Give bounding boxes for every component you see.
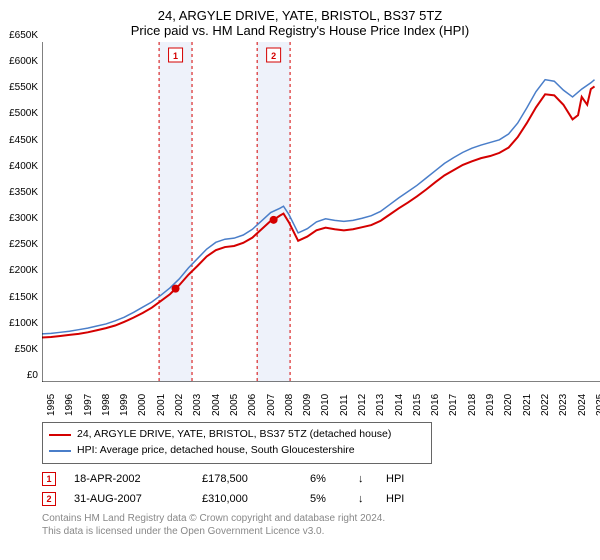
y-tick-label: £450K — [4, 135, 38, 146]
sale-marker: 1 — [42, 472, 56, 486]
x-tick-label: 2025 — [595, 394, 600, 416]
sale-hpi-tag: HPI — [386, 473, 416, 485]
x-tick-label: 2009 — [302, 394, 313, 416]
x-tick-label: 2013 — [375, 394, 386, 416]
x-tick-label: 2019 — [485, 394, 496, 416]
x-tick-label: 2004 — [211, 394, 222, 416]
x-tick-label: 2015 — [412, 394, 423, 416]
x-tick-label: 1995 — [46, 394, 57, 416]
sale-price: £178,500 — [202, 473, 292, 485]
sale-date: 18-APR-2002 — [74, 473, 184, 485]
down-arrow-icon: ↓ — [358, 473, 368, 485]
sale-row: 1 18-APR-2002 £178,500 6% ↓ HPI — [42, 472, 592, 486]
x-tick-label: 1999 — [119, 394, 130, 416]
x-tick-label: 2002 — [174, 394, 185, 416]
x-tick-label: 2005 — [229, 394, 240, 416]
x-tick-label: 1996 — [64, 394, 75, 416]
x-tick-label: 2011 — [339, 394, 350, 416]
chart-area: 12 £0£50K£100K£150K£200K£250K£300K£350K£… — [42, 42, 600, 382]
y-tick-label: £350K — [4, 187, 38, 198]
legend-label: HPI: Average price, detached house, Sout… — [77, 443, 355, 459]
x-tick-label: 2000 — [137, 394, 148, 416]
x-tick-label: 2022 — [540, 394, 551, 416]
sale-marker: 2 — [42, 492, 56, 506]
legend-label: 24, ARGYLE DRIVE, YATE, BRISTOL, BS37 5T… — [77, 427, 391, 443]
sales-list: 1 18-APR-2002 £178,500 6% ↓ HPI 2 31-AUG-2007 £3… — [42, 472, 592, 506]
x-tick-label: 2010 — [320, 394, 331, 416]
sale-price: £310,000 — [202, 493, 292, 505]
x-tick-label: 2024 — [577, 394, 588, 416]
x-tick-label: 2012 — [357, 394, 368, 416]
sale-pct: 5% — [310, 493, 340, 505]
legend-box: 24, ARGYLE DRIVE, YATE, BRISTOL, BS37 5T… — [42, 422, 432, 464]
chart-svg: 12 — [42, 42, 600, 382]
x-tick-label: 1997 — [83, 394, 94, 416]
svg-text:2: 2 — [271, 51, 276, 61]
x-tick-label: 2018 — [467, 394, 478, 416]
y-tick-label: £300K — [4, 213, 38, 224]
footer-line-1: Contains HM Land Registry data © Crown c… — [42, 512, 592, 526]
x-axis-labels: 1995 1996 1997 1998 1999 2000 2001 2002 2003 2004… — [42, 384, 600, 424]
y-tick-label: £0 — [4, 370, 38, 381]
y-tick-label: £650K — [4, 30, 38, 41]
legend-row: HPI: Average price, detached house, Sout… — [49, 443, 425, 459]
footer-attribution: Contains HM Land Registry data © Crown c… — [42, 512, 592, 539]
y-tick-label: £600K — [4, 56, 38, 67]
x-tick-label: 2001 — [156, 394, 167, 416]
sale-row: 2 31-AUG-2007 £310,000 5% ↓ HPI — [42, 492, 592, 506]
footer-line-2: This data is licensed under the Open Gov… — [42, 525, 592, 539]
y-tick-label: £50K — [4, 344, 38, 355]
x-tick-label: 2021 — [522, 394, 533, 416]
x-tick-label: 2016 — [430, 394, 441, 416]
x-tick-label: 2008 — [284, 394, 295, 416]
legend-row: 24, ARGYLE DRIVE, YATE, BRISTOL, BS37 5T… — [49, 427, 425, 443]
legend-swatch — [49, 450, 71, 452]
x-tick-label: 1998 — [101, 394, 112, 416]
y-tick-label: £550K — [4, 82, 38, 93]
y-tick-label: £200K — [4, 265, 38, 276]
chart-title-subtitle: Price paid vs. HM Land Registry's House … — [8, 23, 592, 38]
svg-text:1: 1 — [173, 51, 178, 61]
y-tick-label: £500K — [4, 108, 38, 119]
sale-hpi-tag: HPI — [386, 493, 416, 505]
y-tick-label: £250K — [4, 239, 38, 250]
x-tick-label: 2023 — [558, 394, 569, 416]
sale-pct: 6% — [310, 473, 340, 485]
x-tick-label: 2017 — [448, 394, 459, 416]
chart-title-address: 24, ARGYLE DRIVE, YATE, BRISTOL, BS37 5T… — [8, 8, 592, 23]
legend-swatch — [49, 434, 71, 436]
sale-date: 31-AUG-2007 — [74, 493, 184, 505]
x-tick-label: 2020 — [503, 394, 514, 416]
y-tick-label: £100K — [4, 318, 38, 329]
y-tick-label: £150K — [4, 292, 38, 303]
x-tick-label: 2006 — [247, 394, 258, 416]
x-tick-label: 2014 — [394, 394, 405, 416]
down-arrow-icon: ↓ — [358, 493, 368, 505]
y-axis-labels: £0£50K£100K£150K£200K£250K£300K£350K£400… — [6, 36, 40, 376]
x-tick-label: 2003 — [192, 394, 203, 416]
y-tick-label: £400K — [4, 161, 38, 172]
x-tick-label: 2007 — [266, 394, 277, 416]
